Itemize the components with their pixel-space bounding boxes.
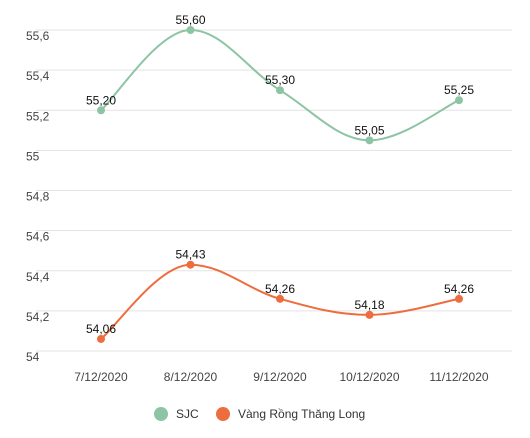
- y-tick-label: 54,6: [26, 230, 50, 244]
- data-point: [365, 136, 374, 145]
- data-labels: 55,20 55,60 55,30 55,05 55,25 54,06 54,43 54,26…: [86, 13, 474, 336]
- data-label: 54,06: [86, 322, 116, 336]
- x-tick-label: 7/12/2020: [74, 370, 128, 384]
- y-tick-label: 54,8: [26, 190, 50, 204]
- data-label: 54,26: [444, 282, 474, 296]
- data-point: [186, 260, 195, 269]
- x-tick-label: 11/12/2020: [429, 370, 488, 384]
- data-label: 54,26: [265, 282, 295, 296]
- data-points: [97, 26, 463, 343]
- data-label: 55,20: [86, 93, 116, 107]
- data-point: [97, 106, 105, 115]
- y-tick-label: 55,6: [26, 29, 50, 43]
- y-tick-label: 54,4: [26, 270, 50, 284]
- y-tick-label: 55,2: [26, 109, 50, 123]
- data-label: 55,05: [354, 123, 384, 137]
- x-tick-label: 10/12/2020: [339, 370, 399, 384]
- data-point: [276, 86, 284, 95]
- data-label: 55,25: [444, 83, 474, 97]
- y-tick-label: 55: [26, 149, 40, 163]
- data-label: 54,43: [175, 248, 205, 262]
- legend-label: SJC: [176, 407, 199, 421]
- y-tick-label: 54: [26, 350, 40, 364]
- data-point: [276, 294, 284, 303]
- data-point: [365, 310, 374, 319]
- x-tick-label: 8/12/2020: [164, 370, 218, 384]
- data-label: 55,60: [175, 13, 205, 27]
- legend: SJC Vàng Rồng Thăng Long: [154, 407, 365, 421]
- y-tick-label: 55,4: [26, 69, 50, 83]
- y-tick-label: 54,2: [26, 310, 50, 324]
- data-label: 54,18: [354, 298, 384, 312]
- grid-lines: [36, 29, 512, 352]
- legend-label: Vàng Rồng Thăng Long: [238, 407, 365, 421]
- legend-marker: [154, 407, 168, 421]
- data-label: 55,30: [265, 73, 295, 87]
- series-line-2: [100, 263, 460, 340]
- x-tick-label: 9/12/2020: [253, 370, 307, 384]
- legend-marker: [216, 407, 230, 421]
- y-axis-tick-labels: 55,6 55,4 55,2 55 54,8 54,6 54,4 54,2 54: [26, 29, 50, 364]
- data-point: [455, 294, 463, 303]
- x-axis-tick-labels: 7/12/2020 8/12/2020 9/12/2020 10/12/2020 11/…: [74, 370, 489, 384]
- data-point: [97, 334, 105, 343]
- data-point: [455, 96, 463, 105]
- data-point: [186, 26, 195, 34]
